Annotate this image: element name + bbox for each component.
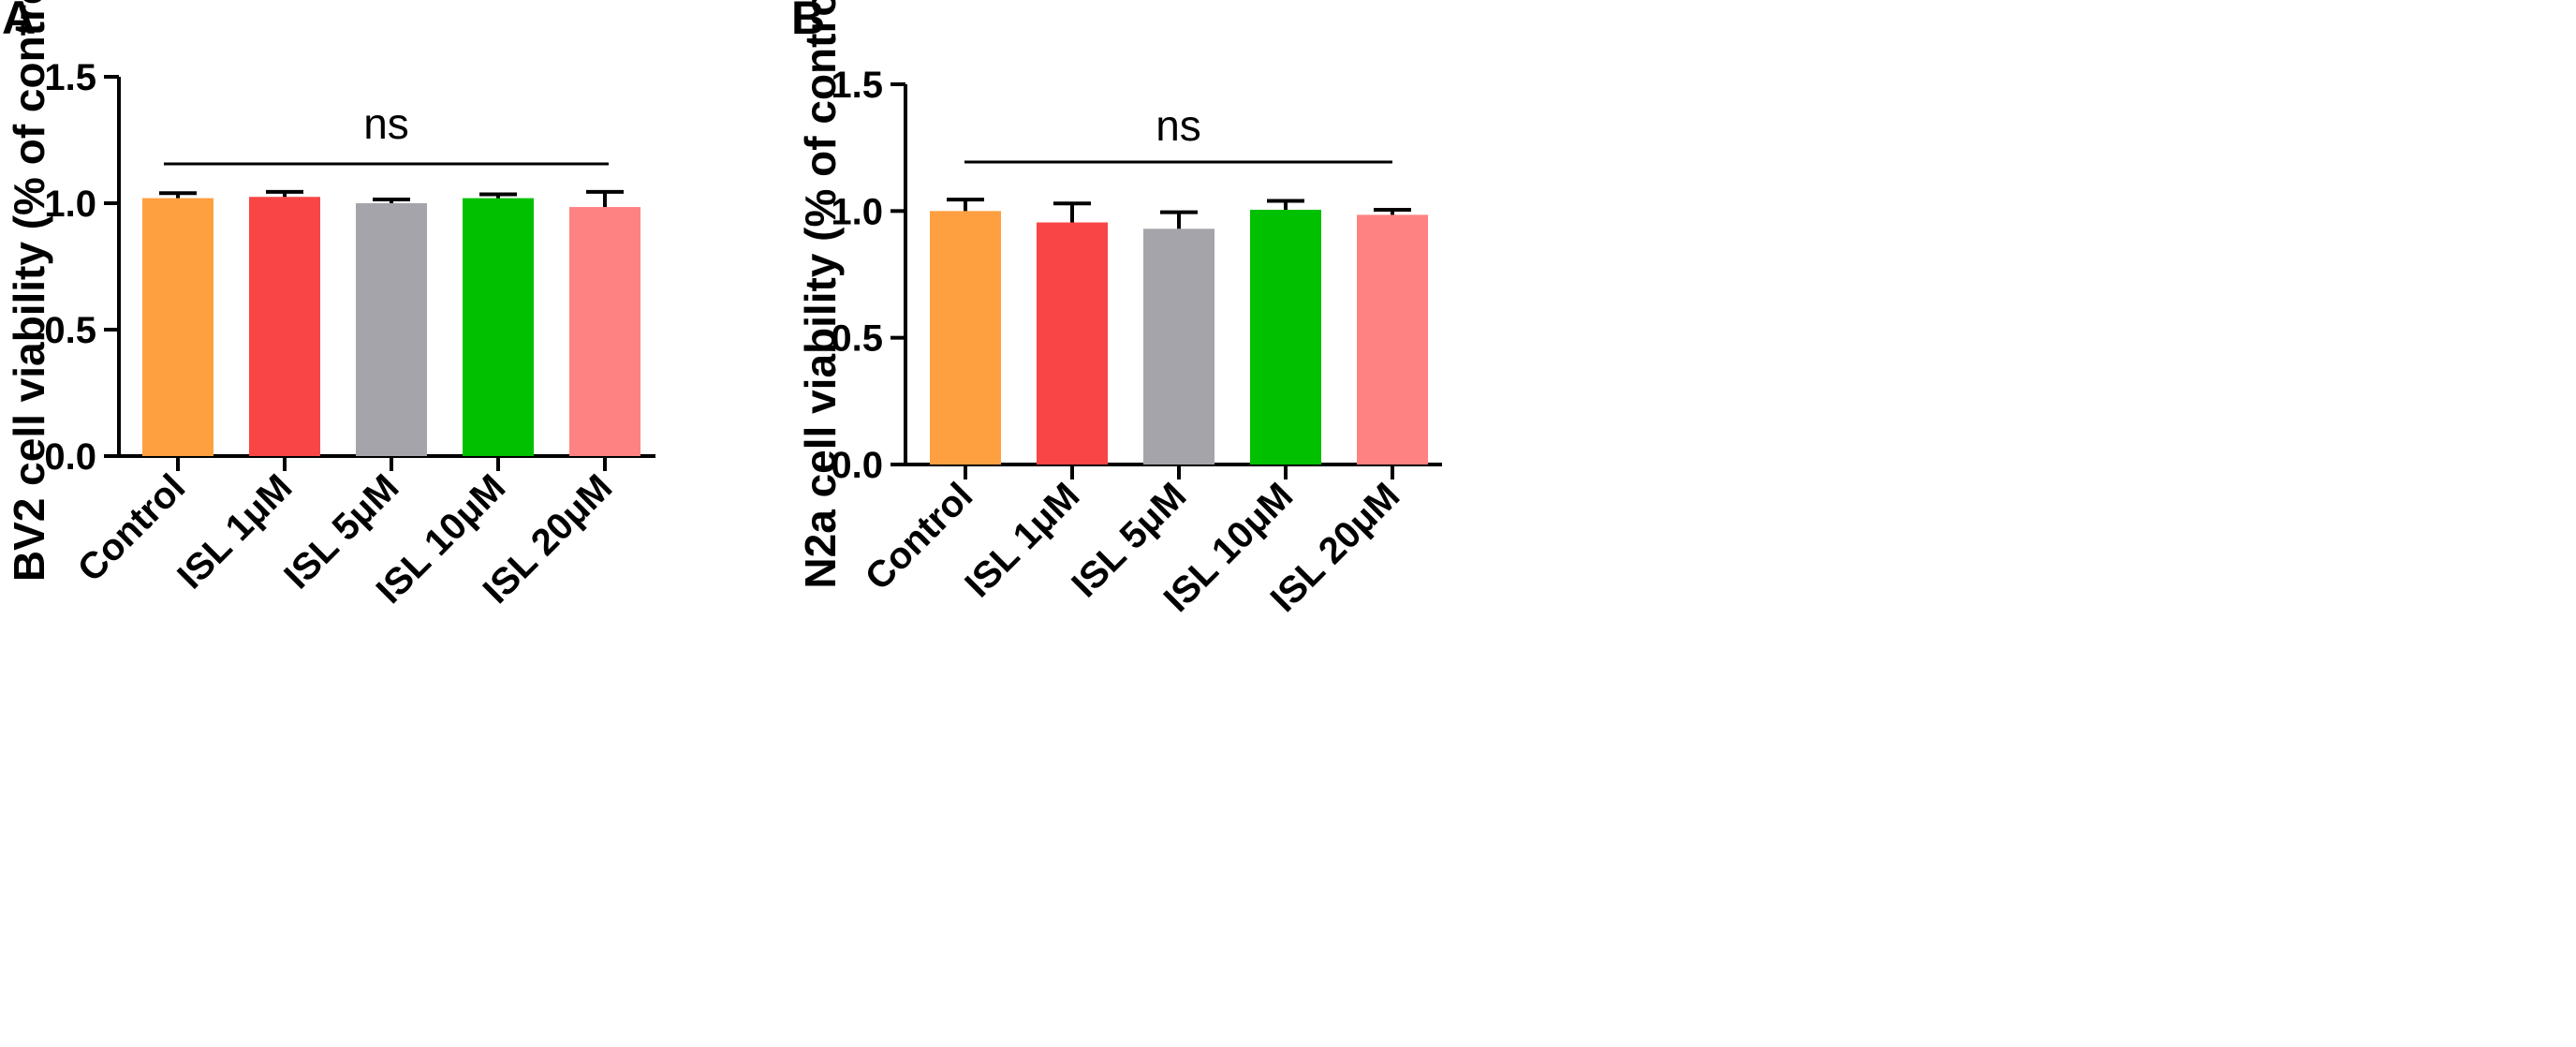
panel-letter: B — [791, 0, 825, 44]
y-tick-label: 1.0 — [831, 191, 883, 232]
significance-label: ns — [363, 99, 409, 148]
bar — [142, 198, 213, 456]
bar — [249, 197, 320, 456]
y-tick-label: 0.5 — [44, 310, 96, 351]
y-axis-label: N2a cell viability (% of control) — [796, 0, 845, 589]
significance-label: ns — [1156, 101, 1201, 150]
y-tick-label: 1.0 — [44, 184, 96, 225]
y-tick-label: 0.5 — [831, 318, 883, 360]
category-label: ISL 1μM — [169, 466, 300, 597]
y-tick-label: 1.5 — [44, 57, 96, 98]
bar — [930, 211, 1001, 465]
panel-letter: A — [2, 0, 36, 44]
y-axis-label: BV2 cell viability (% of control) — [5, 0, 53, 582]
bar — [1037, 222, 1108, 465]
bar — [1250, 209, 1321, 465]
category-label: ISL 1μM — [957, 475, 1087, 605]
y-tick-label: 1.5 — [831, 65, 883, 106]
y-tick-label: 0.0 — [44, 436, 96, 478]
y-tick-label: 0.0 — [831, 445, 883, 486]
bar — [1357, 214, 1428, 465]
bar — [569, 207, 640, 457]
bar — [1143, 229, 1214, 465]
bar — [356, 203, 427, 456]
bar — [463, 198, 534, 456]
